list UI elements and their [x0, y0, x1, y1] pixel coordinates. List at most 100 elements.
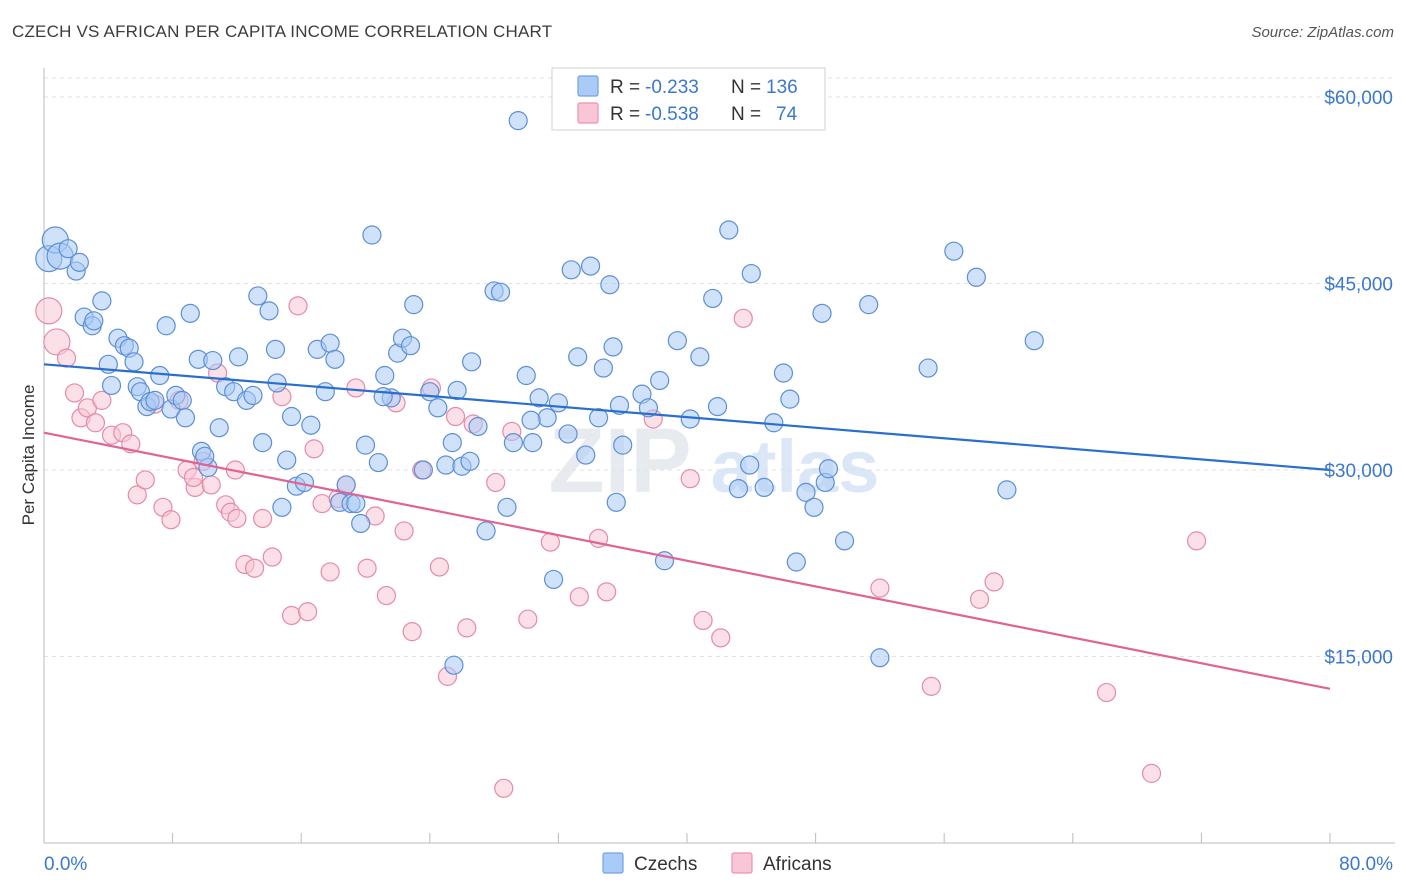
czechs-point [740, 455, 760, 475]
legend-r-value-1: -0.233 [645, 77, 699, 98]
czechs-point [588, 408, 609, 428]
czechs-point [503, 433, 523, 453]
czechs-point [707, 396, 728, 417]
czechs-point [404, 295, 424, 315]
czechs-point [156, 316, 176, 336]
czechs-point [320, 333, 340, 353]
legend-bottom-swatch-africans [731, 852, 753, 874]
czechs-point [593, 358, 614, 378]
czechs-point [497, 497, 517, 517]
czechs-point [600, 275, 620, 295]
czechs-point [529, 388, 549, 408]
africans-point [1141, 763, 1162, 783]
czechs-point [834, 531, 855, 551]
africans-point [402, 622, 422, 642]
y-tick-label: $60,000 [1324, 88, 1393, 109]
czechs-point [859, 295, 879, 315]
africans-point [288, 296, 308, 316]
czechs-point [719, 220, 739, 240]
czechs-point [521, 410, 541, 430]
legend-swatch-czechs [577, 75, 599, 97]
africans-point [346, 378, 366, 398]
czechs-point [346, 493, 366, 514]
czechs-point [548, 393, 569, 413]
africans-point [693, 610, 713, 631]
africans-point [711, 628, 731, 648]
czechs-point [180, 303, 200, 323]
czechs-point [362, 225, 382, 245]
czechs-point [516, 365, 536, 386]
czechs-point [638, 398, 659, 418]
czechs-point [281, 406, 302, 427]
czechs-point [175, 408, 196, 428]
czechs-point [741, 263, 761, 284]
czechs-point [603, 337, 623, 357]
chart-title: CZECH VS AFRICAN PER CAPITA INCOME CORRE… [12, 22, 553, 41]
czechs-point [812, 303, 832, 323]
czechs-point [690, 347, 710, 367]
czechs-point [447, 380, 467, 401]
czechs-point [558, 424, 578, 444]
czechs-point [786, 552, 806, 572]
axes [43, 68, 1395, 844]
africans-point [445, 406, 466, 427]
czechs-point [667, 331, 687, 351]
y-tick-label: $30,000 [1324, 461, 1393, 482]
czechs-point [444, 655, 464, 675]
legend-bottom-czechs: Czechs [634, 854, 697, 875]
czechs-point [703, 288, 723, 309]
czechs-point [101, 375, 122, 396]
legend-r-label-1: R = [610, 77, 640, 98]
czechs-point [523, 433, 543, 453]
africans-point [43, 328, 71, 356]
africans-point [183, 467, 204, 488]
czechs-point [508, 111, 528, 131]
czechs-point [58, 239, 78, 259]
czechs-point [561, 260, 581, 280]
czechs-point [780, 389, 800, 409]
czechs-point [368, 452, 388, 473]
africans-point [253, 508, 273, 529]
x-tick-label: 0.0% [44, 854, 87, 875]
czechs-point [375, 365, 395, 386]
africans-point [457, 618, 477, 638]
x-tick-labels: 0.0% 80.0% [44, 854, 1393, 875]
africans-point [135, 470, 155, 490]
series-legend: Czechs Africans [602, 852, 832, 875]
africans-point [281, 605, 302, 626]
africans-point [921, 676, 941, 696]
czechs-points [35, 111, 1044, 675]
legend-bottom-africans: Africans [763, 854, 832, 875]
czechs-point [476, 521, 496, 541]
legend-r-value-2: -0.538 [645, 104, 699, 125]
africans-point [320, 562, 340, 582]
africans-point [312, 493, 332, 514]
africans-point [244, 558, 265, 578]
czechs-point [248, 286, 268, 306]
czechs-point [272, 497, 292, 517]
x-tick-label: 80.0% [1339, 854, 1393, 875]
africans-point [376, 585, 396, 606]
source-label: Source: ZipAtlas.com [1251, 24, 1394, 41]
czechs-point [420, 382, 440, 402]
africans-point [161, 510, 181, 530]
legend-bottom-swatch-czechs [602, 852, 624, 874]
czechs-point [172, 390, 192, 410]
y-tick-labels: $15,000 $30,000 $45,000 $60,000 [1324, 88, 1393, 669]
africans-point [262, 547, 282, 567]
africans-point [92, 390, 112, 410]
czechs-point [613, 435, 633, 455]
czechs-point [84, 311, 104, 331]
legend-n-label-1: N = [731, 77, 761, 98]
czechs-point [277, 450, 297, 470]
czechs-point [773, 363, 794, 383]
czechs-point [436, 455, 456, 475]
y-tick-label: $45,000 [1324, 275, 1393, 296]
africans-point [1186, 531, 1207, 551]
africans-point [569, 587, 589, 607]
czechs-point [870, 648, 890, 668]
czechs-point [69, 252, 89, 272]
czechs-point [609, 395, 630, 415]
africans-point [870, 578, 890, 598]
